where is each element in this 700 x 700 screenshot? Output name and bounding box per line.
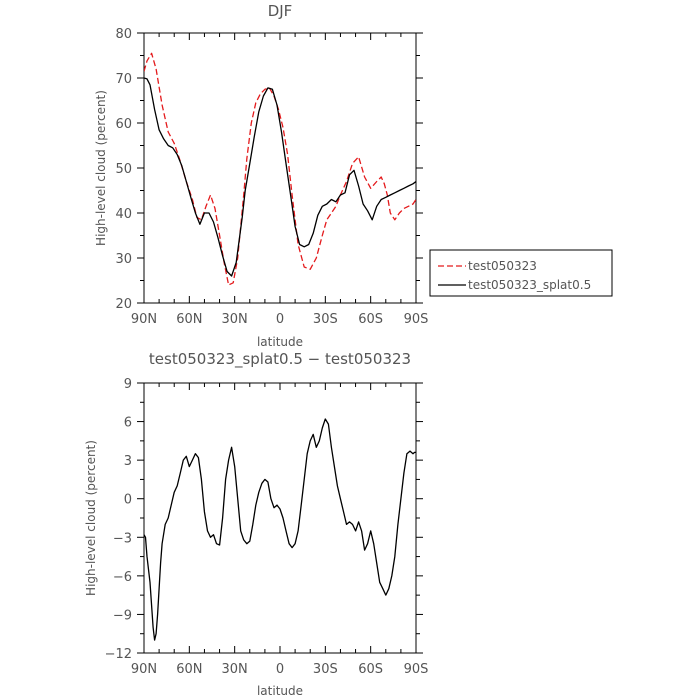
bottom-x-tick-label-30s: 30S [313,662,338,677]
top-plot-area: 90N 60N 30N 0 30S 60S 90S 20 30 40 50 60 70 80 [115,27,428,327]
legend-label-test050323: test050323 [468,259,537,273]
top-x-tick-label-90s: 90S [404,312,429,327]
bottom-plot-area: 90N 60N 30N 0 30S 60S 90S 9 6 3 0 −3 −6 −9 −12 [105,377,429,677]
top-y-tick-label-30: 30 [115,252,132,267]
bottom-x-tick-label-90s: 90S [404,662,429,677]
top-x-axis-label: latitude [257,335,303,349]
top-y-tick-label-70: 70 [115,72,132,87]
bottom-y-tick-label-6: −6 [113,570,132,585]
bottom-y-tick-label-9: −9 [113,608,132,623]
top-y-tick-label-20: 20 [115,297,132,312]
bottom-y-tick-label-0: 0 [124,493,132,508]
bottom-y-tick-label-12: −12 [105,647,132,662]
bottom-y-tick-label-6: 6 [124,416,132,431]
top-panel: 90N 60N 30N 0 30S 60S 90S 20 30 40 50 60 70 80 DJF la… [94,2,428,349]
legend-box [429,249,613,297]
top-plot-frame [143,32,417,304]
top-x-tick-label-30s: 30S [313,312,338,327]
bottom-x-tick-label-30n: 30N [222,662,248,677]
top-x-tick-label-0: 0 [276,312,284,327]
legend: test050323 test050323_splat0.5 [429,249,613,297]
top-y-tick-label-80: 80 [115,27,132,42]
bottom-x-tick-label-0: 0 [276,662,284,677]
bottom-y-tick-label-9: 9 [124,377,132,392]
legend-label-test050323-splat: test050323_splat0.5 [468,278,591,292]
top-y-tick-label-40: 40 [115,207,132,222]
bottom-y-tick-label-3: 3 [124,454,132,469]
bottom-y-axis-label: High-level cloud (percent) [84,440,98,596]
bottom-x-tick-label-90n: 90N [131,662,157,677]
bottom-x-tick-label-60s: 60S [358,662,383,677]
top-x-tick-label-60n: 60N [176,312,202,327]
bottom-y-tick-label-3: −3 [113,531,132,546]
top-series-line-test050323 [144,52,416,286]
top-y-tick-label-60: 60 [115,117,132,132]
top-x-tick-label-60s: 60S [358,312,383,327]
top-series-line-test050323-splat0-5 [144,77,416,277]
bottom-chart-title: test050323_splat0.5 − test050323 [149,350,411,369]
bottom-x-tick-label-60n: 60N [176,662,202,677]
top-x-tick-label-30n: 30N [222,312,248,327]
bottom-panel: 90N 60N 30N 0 30S 60S 90S 9 6 3 0 −3 −6 −9 −12 test050… [84,350,428,698]
top-chart-title: DJF [268,2,293,20]
top-x-tick-label-90n: 90N [131,312,157,327]
bottom-series-line-difference [144,418,416,641]
bottom-plot-frame [143,382,417,654]
top-y-axis-label: High-level cloud (percent) [94,90,108,246]
bottom-x-axis-label: latitude [257,684,303,698]
top-y-tick-label-50: 50 [115,162,132,177]
